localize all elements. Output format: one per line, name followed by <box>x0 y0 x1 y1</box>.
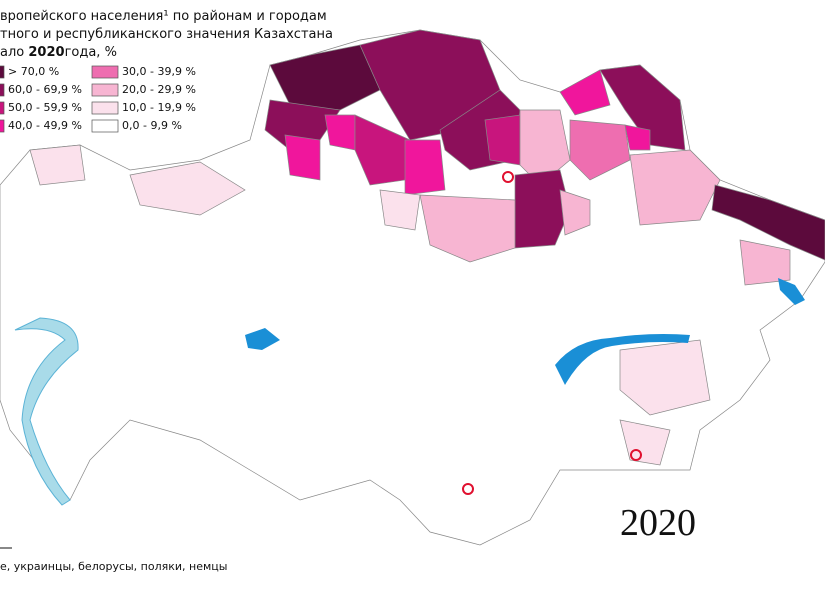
city-almaty <box>630 449 642 461</box>
region <box>284 134 321 181</box>
region <box>129 161 246 216</box>
legend-label: 0,0 - 9,9 % <box>122 119 182 132</box>
lake-zaysan <box>778 278 805 305</box>
region <box>354 114 411 186</box>
caspian-sea <box>14 317 79 506</box>
title-text: ало <box>0 45 28 60</box>
region <box>711 184 825 261</box>
region <box>599 64 686 151</box>
year-label: 2020 <box>620 502 696 544</box>
region <box>629 149 721 226</box>
legend-swatch <box>91 65 119 79</box>
title-line: ало 2020года, % <box>0 45 117 60</box>
legend-swatch <box>0 119 5 133</box>
region <box>419 194 516 263</box>
legend-label: 20,0 - 29,9 % <box>122 83 196 96</box>
region <box>559 69 611 116</box>
region <box>569 119 631 181</box>
region <box>29 144 86 186</box>
legend-swatch <box>0 83 5 97</box>
aral-sea <box>245 328 280 350</box>
region <box>624 124 651 151</box>
region <box>619 419 671 466</box>
legend-swatch <box>0 65 5 79</box>
title-year: 2020 <box>28 45 64 60</box>
legend-swatch <box>0 101 5 115</box>
region <box>739 239 791 286</box>
legend: > 70,0 % 60,0 - 69,9 % 50,0 - 59,9 % 40,0 -… <box>0 65 196 133</box>
region <box>379 189 421 231</box>
legend-swatch <box>91 101 119 115</box>
region <box>559 189 591 236</box>
title-line: тного и республиканского значения Казахс… <box>0 27 333 42</box>
legend-swatch <box>91 119 119 133</box>
legend-label: 30,0 - 39,9 % <box>122 65 196 78</box>
title-text: года, % <box>65 45 117 60</box>
footnote: е, украинцы, белорусы, поляки, немцы <box>0 560 227 573</box>
title-line: вропейского населения¹ по районам и горо… <box>0 9 327 24</box>
lake-balkhash <box>555 334 690 385</box>
legend-label: 60,0 - 69,9 % <box>8 83 82 96</box>
region <box>404 139 446 196</box>
country <box>0 29 825 546</box>
city-astana <box>502 171 514 183</box>
region <box>484 114 521 166</box>
city-shymkent <box>462 483 474 495</box>
legend-label: > 70,0 % <box>8 65 59 78</box>
legend-swatch <box>91 83 119 97</box>
legend-label: 40,0 - 49,9 % <box>8 119 82 132</box>
legend-label: 50,0 - 59,9 % <box>8 101 82 114</box>
legend-label: 10,0 - 19,9 % <box>122 101 196 114</box>
